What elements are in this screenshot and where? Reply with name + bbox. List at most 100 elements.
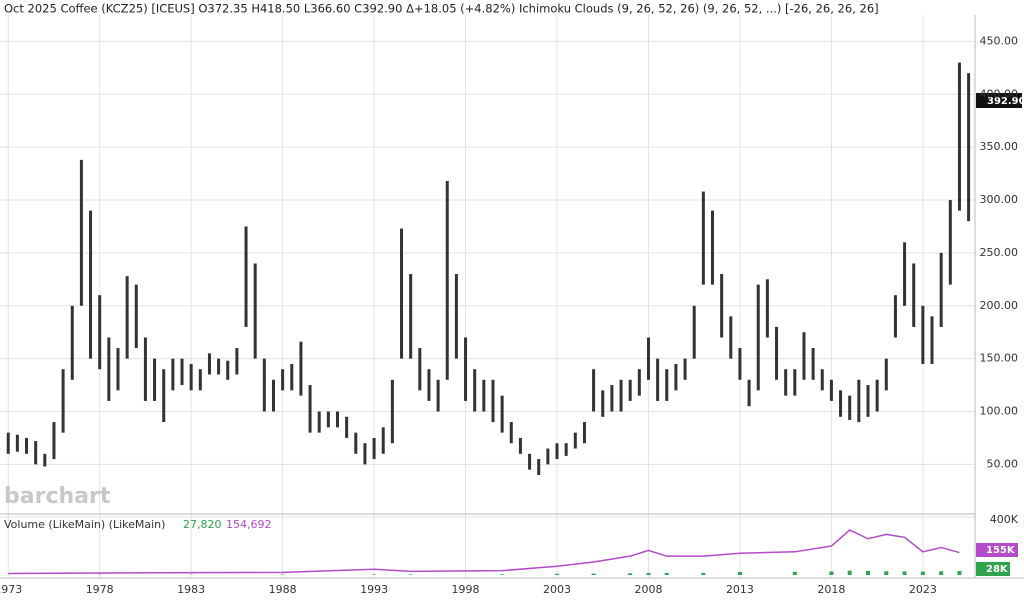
price-bar — [253, 263, 257, 359]
price-bar — [116, 348, 120, 391]
price-bar — [125, 276, 129, 359]
price-bar — [665, 369, 669, 401]
price-bar — [784, 369, 788, 396]
price-bar — [436, 379, 440, 412]
y-tick-label: 300.00 — [980, 193, 1019, 206]
volume-bar — [920, 571, 925, 575]
price-bar — [345, 416, 349, 438]
price-bar — [400, 228, 404, 359]
volume-bar — [865, 570, 870, 575]
volume-bar — [847, 570, 852, 575]
price-bar — [390, 379, 394, 444]
price-bar — [70, 305, 74, 380]
price-bar — [683, 358, 687, 380]
price-bar — [207, 353, 211, 375]
y-tick-label: 50.00 — [987, 457, 1019, 470]
price-bar — [793, 369, 797, 396]
header: Oct 2025 Coffee (KCZ25) [ICEUS] O372.35 … — [4, 2, 879, 16]
price-bar — [381, 427, 385, 454]
price-bar — [747, 379, 751, 407]
price-bar — [6, 432, 10, 454]
price-bar — [848, 395, 852, 420]
price-bar — [336, 411, 339, 428]
price-bar — [189, 363, 193, 391]
price-bar — [939, 252, 943, 327]
price-badge: 392.90 — [987, 96, 1024, 107]
price-bar — [811, 348, 815, 380]
volume-bar — [701, 572, 706, 575]
volume-bar — [884, 571, 889, 575]
price-bar — [180, 358, 184, 386]
price-bar — [930, 316, 934, 364]
price-bar — [656, 358, 660, 401]
price-bar — [409, 274, 413, 359]
price-bar — [720, 274, 724, 338]
price-bar — [454, 274, 458, 359]
price-bar — [555, 443, 559, 460]
open-interest-line — [8, 529, 960, 575]
price-bar — [217, 358, 221, 375]
volume-bar — [902, 571, 907, 575]
x-tick-label: 2003 — [543, 583, 571, 596]
volume-value: 27,820 — [183, 518, 222, 531]
x-tick-label: 1998 — [452, 583, 480, 596]
oi-value: 154,692 — [226, 518, 272, 531]
volume-legend: Volume (LikeMain) (LikeMain) — [4, 518, 165, 531]
volume-bar — [628, 573, 633, 575]
price-bar — [281, 369, 285, 391]
price-bar — [317, 411, 321, 433]
price-bar — [903, 242, 907, 306]
price-bar — [893, 295, 897, 338]
price-bar — [473, 369, 477, 412]
price-bar — [25, 437, 29, 454]
volume-bar — [957, 570, 962, 575]
price-bar — [738, 348, 742, 380]
price-bar — [15, 434, 19, 452]
x-tick-label: 1993 — [360, 583, 388, 596]
price-badge-bg — [976, 93, 1022, 108]
vol-badge: 28K — [986, 564, 1009, 575]
price-bar — [290, 363, 294, 391]
price-bar — [226, 360, 230, 380]
price-bar — [756, 284, 760, 391]
price-bar — [34, 441, 38, 465]
y-tick-label: 150.00 — [980, 352, 1019, 365]
price-bar — [52, 422, 56, 460]
x-tick-label: 1978 — [86, 583, 114, 596]
price-bar — [829, 379, 833, 401]
y-tick-label: 100.00 — [980, 404, 1019, 417]
price-bar — [326, 411, 330, 428]
price-bar — [61, 369, 65, 433]
x-tick-label: 2008 — [634, 583, 662, 596]
price-bar — [262, 358, 266, 412]
price-bar — [857, 379, 861, 423]
oi-badge: 155K — [986, 545, 1016, 556]
price-bar — [162, 369, 166, 423]
price-bar — [354, 432, 358, 454]
y-tick-label: 350.00 — [980, 140, 1019, 153]
y-tick-label: 400K — [990, 513, 1019, 526]
price-bar — [509, 422, 513, 444]
x-tick-label: 2023 — [909, 583, 937, 596]
price-bar — [692, 305, 696, 359]
x-tick-label: 1983 — [177, 583, 205, 596]
volume-bar — [829, 571, 834, 575]
x-tick-label: 2018 — [817, 583, 845, 596]
price-bar — [308, 385, 312, 433]
price-bar — [528, 453, 532, 470]
price-bar — [628, 379, 632, 401]
price-bar — [674, 363, 678, 391]
price-bar — [765, 279, 769, 338]
volume-bar — [664, 572, 669, 575]
price-bar — [967, 73, 971, 222]
price-bar — [299, 341, 303, 396]
volume-bar — [591, 573, 596, 575]
price-bar — [646, 337, 650, 380]
volume-bar — [408, 574, 413, 575]
y-tick-label: 400.00 — [980, 87, 1019, 100]
price-bar — [482, 379, 486, 412]
y-tick-label: 450.00 — [980, 34, 1019, 47]
price-bar — [921, 305, 925, 364]
y-tick-label: 250.00 — [980, 246, 1019, 259]
